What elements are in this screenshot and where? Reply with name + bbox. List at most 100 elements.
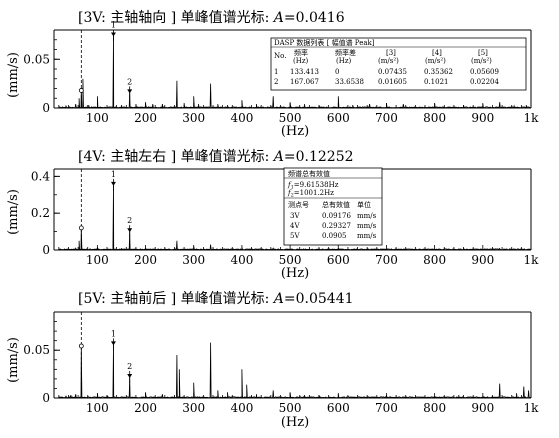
x-tick-label: 600 — [327, 253, 350, 267]
peak-marker-head — [127, 373, 133, 378]
y-axis-label: (mm/s) — [6, 337, 21, 383]
table-unit: (m/s²) — [425, 57, 446, 65]
table-unit: (m/s²) — [471, 57, 492, 65]
spectrum-trace — [58, 35, 532, 109]
y-tick-label: 0.05 — [23, 343, 50, 357]
x-tick-label: 1k — [524, 401, 540, 415]
panel-4v: [4V: 主轴左右 ] 单峰值谱光标: A=0.12252 (mm/s) (Hz… — [6, 149, 539, 281]
table-cell: 0.01605 — [378, 78, 407, 86]
info-header: 测点号 — [288, 201, 309, 209]
table-cell: 0.35362 — [424, 68, 453, 76]
info-header: 单位 — [357, 200, 371, 209]
peak-label: 2 — [127, 216, 132, 225]
x-tick-label: 800 — [423, 401, 446, 415]
x-tick-label: 400 — [230, 401, 253, 415]
x-tick-label: 500 — [279, 253, 302, 267]
table-header: [5] — [478, 49, 488, 57]
peak-marker-head — [110, 341, 116, 346]
table-unit: (Hz) — [293, 57, 309, 65]
info-cell: 0.0905 — [322, 232, 347, 240]
table-cell: 1 — [274, 68, 278, 76]
table-title: DASP 数据列表 [ 幅值谱 Peak] — [274, 38, 375, 47]
table-unit: (m/s²) — [378, 57, 399, 65]
info-cell: mm/s — [357, 232, 377, 240]
info-frame — [283, 167, 383, 246]
spectrum-line — [58, 35, 532, 109]
x-tick-label: 200 — [134, 253, 157, 267]
table-frame — [270, 37, 527, 91]
y-tick-label: 0.05 — [23, 52, 50, 66]
y-axis-label: (mm/s) — [6, 189, 21, 235]
x-tick-label: 800 — [423, 111, 446, 125]
data-table-box: DASP 数据列表 [ 幅值谱 Peak] No. 频率 频率差 [3] [4]… — [270, 37, 527, 91]
peak-label: 1 — [111, 329, 116, 338]
rms-info-box: 频谱总有效值 f1=9.61538Hz f2=1001.2Hz 测点号 总有效值… — [283, 167, 383, 246]
peak-marker-head — [127, 89, 133, 94]
peak-label: 1 — [111, 170, 116, 179]
panel-3v: [3V: 主轴轴向 ] 单峰值谱光标: A=0.0416 (mm/s) (Hz)… — [6, 10, 539, 139]
panel-title: [4V: 主轴左右 ] 单峰值谱光标: A=0.12252 — [78, 149, 354, 165]
table-cell: 33.6538 — [335, 78, 364, 86]
panel-title: [5V: 主轴前后 ] 单峰值谱光标: A=0.05441 — [78, 290, 354, 307]
table-header: 频率差 — [335, 48, 356, 57]
y-tick-label: 0.4 — [31, 169, 50, 183]
x-tick-label: 700 — [375, 401, 398, 415]
y-tick-label: 0 — [42, 101, 50, 115]
x-tick-label: 700 — [375, 253, 398, 267]
x-tick-label: 200 — [134, 401, 157, 415]
table-header: 频率 — [294, 48, 308, 57]
info-title: 频谱总有效值 — [288, 169, 330, 178]
table-cell: 0.02204 — [470, 78, 499, 86]
y-axis-label: (mm/s) — [6, 52, 21, 98]
table-cell: 0 — [335, 68, 339, 76]
axes: 100 200 300 400 500 600 700 800 900 1k 0 0.05 — [23, 311, 540, 415]
info-cell: mm/s — [357, 222, 377, 230]
info-cell: 5V — [290, 232, 300, 240]
x-tick-label: 900 — [471, 253, 494, 267]
x-tick-label: 700 — [375, 111, 398, 125]
cursor-marker — [78, 225, 84, 231]
peak-marker-head — [110, 181, 116, 186]
x-tick-label: 800 — [423, 253, 446, 267]
y-tick-label: 0 — [42, 391, 50, 405]
x-tick-label: 300 — [182, 401, 205, 415]
table-cell: 0.1021 — [424, 78, 449, 86]
table-header: [3] — [386, 49, 396, 57]
peak-marker-head — [110, 32, 116, 37]
y-tick-label: 0 — [42, 243, 50, 257]
x-axis-label: (Hz) — [281, 415, 309, 430]
x-tick-label: 500 — [279, 111, 302, 125]
info-f1: f1=9.61538Hz — [287, 181, 339, 191]
x-tick-label: 600 — [327, 111, 350, 125]
info-cell: 0.29327 — [322, 222, 351, 230]
x-tick-label: 100 — [86, 253, 109, 267]
axes: 100 200 300 400 500 600 700 800 900 1k 0 0.05 — [23, 29, 540, 125]
table-cell: 133.413 — [290, 68, 319, 76]
peak-label: 2 — [127, 77, 132, 86]
x-tick-label: 1k — [524, 253, 540, 267]
x-tick-label: 300 — [182, 111, 205, 125]
info-cell: mm/s — [357, 212, 377, 220]
y-tick-label: 0.2 — [31, 206, 50, 220]
x-tick-label: 1k — [524, 111, 540, 125]
x-tick-label: 300 — [182, 253, 205, 267]
x-tick-label: 600 — [327, 401, 350, 415]
cursor-marker — [78, 88, 84, 93]
cursor-marker — [78, 343, 84, 349]
table-cell: 0.05609 — [470, 68, 499, 76]
cursor-markers: 12 — [78, 312, 133, 398]
spectrum-line — [58, 342, 532, 399]
info-cell: 0.09176 — [322, 212, 351, 220]
x-tick-label: 400 — [230, 253, 253, 267]
table-header: [4] — [432, 49, 442, 57]
x-axis-label: (Hz) — [281, 266, 309, 281]
spectrum-trace — [58, 342, 532, 399]
info-header: 总有效值 — [322, 200, 350, 209]
table-header: No. — [274, 52, 286, 60]
peak-marker-head — [127, 228, 133, 233]
x-tick-label: 100 — [86, 401, 109, 415]
x-axis-label: (Hz) — [281, 124, 309, 139]
panel-5v: [5V: 主轴前后 ] 单峰值谱光标: A=0.05441 (mm/s) (Hz… — [6, 290, 539, 430]
info-f2: f2=1001.2Hz — [287, 189, 334, 199]
